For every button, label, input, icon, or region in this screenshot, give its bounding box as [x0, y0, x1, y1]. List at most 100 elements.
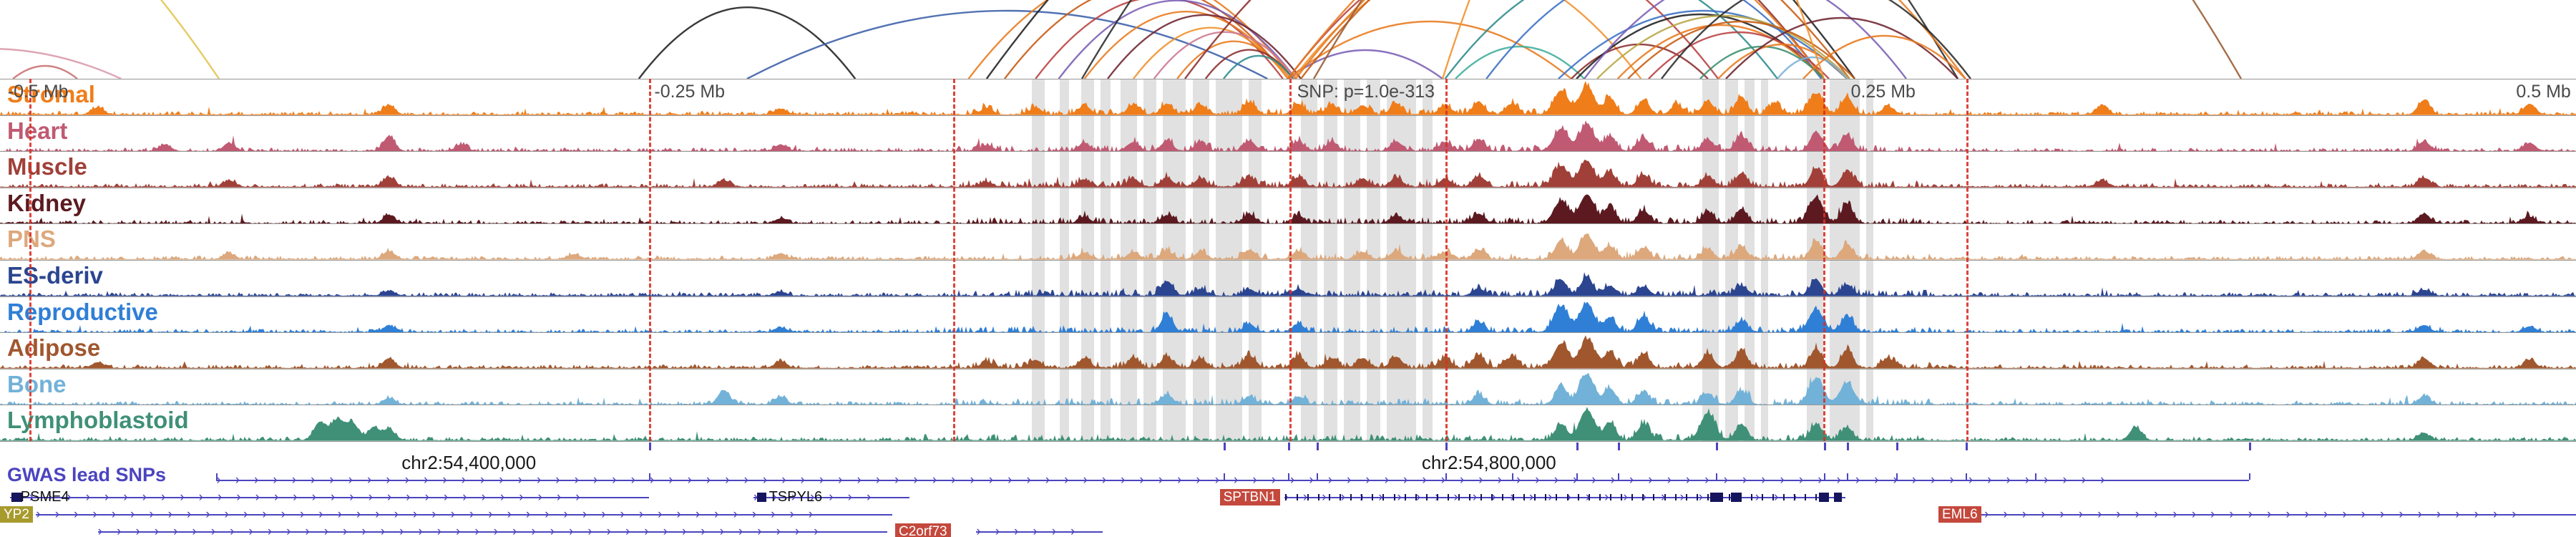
gwas-snp-tick[interactable]: [649, 473, 651, 480]
gwas-snp-tick[interactable]: [1316, 473, 1318, 480]
interaction-arc[interactable]: [1455, 45, 1585, 79]
lead-snp-tick: [1316, 442, 1319, 450]
signal-plot: [0, 301, 2576, 333]
exon-tick: [1340, 494, 1341, 500]
interaction-arc[interactable]: [1616, 24, 1825, 79]
track-label-reproductive[interactable]: Reproductive: [7, 298, 158, 325]
interaction-arc[interactable]: [12, 64, 78, 79]
signal-plot: [0, 372, 2576, 405]
highlight-bands-layer: [0, 79, 2576, 441]
interaction-arc[interactable]: [0, 48, 122, 79]
exon-tick: [1404, 494, 1406, 500]
exon-tick: [1307, 494, 1309, 500]
track-row-lymphoblastoid[interactable]: Lymphoblastoid: [0, 405, 2576, 441]
gene-label-psme4[interactable]: PSME4: [20, 489, 69, 505]
exon-tick: [1382, 494, 1385, 500]
track-label-adipose[interactable]: Adipose: [7, 334, 101, 362]
gwas-snp-tick[interactable]: [1617, 473, 1619, 480]
track-row-stromal[interactable]: Stromal: [0, 79, 2576, 115]
track-row-es-deriv[interactable]: ES-deriv: [0, 260, 2576, 296]
interaction-arc[interactable]: [1584, 0, 1907, 79]
interaction-arc[interactable]: [1725, 16, 1958, 79]
exon-tick: [1631, 494, 1634, 500]
interaction-arc[interactable]: [1083, 11, 1289, 79]
track-row-pns[interactable]: PNS: [0, 223, 2576, 260]
track-label-kidney[interactable]: Kidney: [7, 189, 87, 216]
gene-line: [1284, 497, 1846, 498]
interaction-arc[interactable]: [1287, 49, 1443, 79]
exon-tick: [1794, 494, 1796, 500]
gwas-snp-tick[interactable]: [1965, 473, 1967, 480]
track-row-kidney[interactable]: Kidney: [0, 187, 2576, 224]
track-row-bone[interactable]: Bone: [0, 368, 2576, 405]
gwas-snp-tick[interactable]: [1224, 473, 1225, 480]
interaction-arc[interactable]: [1287, 20, 1572, 79]
signal-plot: [0, 194, 2576, 224]
signal-plot: [0, 233, 2576, 260]
track-row-heart[interactable]: Heart: [0, 115, 2576, 152]
interaction-arc[interactable]: [1287, 0, 1719, 79]
interaction-arc[interactable]: [1558, 9, 1848, 79]
exon-tick: [1696, 494, 1698, 500]
interaction-arc[interactable]: [1004, 0, 1289, 79]
interaction-arc[interactable]: [1035, 0, 1284, 79]
interaction-arc[interactable]: [1777, 56, 1848, 79]
signal-plot: [0, 407, 2576, 441]
gwas-snp-tick[interactable]: [1288, 473, 1289, 480]
exon-tick: [1317, 494, 1319, 500]
gwas-snp-tick[interactable]: [2248, 473, 2250, 480]
interaction-arc[interactable]: [1107, 14, 1302, 79]
gwas-snp-tick[interactable]: [1715, 473, 1717, 480]
gwas-snp-tick[interactable]: [216, 473, 218, 480]
interaction-arc[interactable]: [1627, 20, 1855, 79]
track-row-reproductive[interactable]: Reproductive: [0, 296, 2576, 333]
gene-label-sptbn1[interactable]: SPTBN1: [1219, 489, 1280, 505]
interaction-arc[interactable]: [1571, 43, 1709, 79]
gwas-snp-tick[interactable]: [1847, 473, 1849, 480]
track-label-es-deriv[interactable]: ES-deriv: [7, 262, 103, 289]
interaction-arc[interactable]: [1153, 31, 1297, 79]
gene-label-eml6[interactable]: EML6: [1938, 506, 1981, 523]
gene-label-tspyl6[interactable]: TSPYL6: [769, 489, 823, 505]
track-row-muscle[interactable]: Muscle: [0, 151, 2576, 188]
interaction-arc[interactable]: [1058, 0, 1297, 79]
exon-tick: [1707, 494, 1709, 500]
lead-snp-tick: [2248, 442, 2251, 450]
interaction-arc[interactable]: [746, 9, 1268, 79]
interaction-arc[interactable]: [1661, 0, 1971, 79]
gwas-snp-tick[interactable]: [2035, 473, 2036, 480]
track-label-muscle[interactable]: Muscle: [7, 153, 87, 180]
exon-tick: [1393, 494, 1395, 500]
gene-label-c2orf73[interactable]: C2orf73: [895, 523, 951, 537]
gene-label-yp2[interactable]: YP2: [0, 506, 33, 523]
gwas-snp-tick[interactable]: [1896, 473, 1898, 480]
track-label-bone[interactable]: Bone: [7, 370, 67, 397]
exon-tick: [1534, 494, 1536, 500]
gwas-snp-tick[interactable]: [1576, 473, 1579, 480]
interaction-arc[interactable]: [1802, 34, 1966, 79]
interaction-arc[interactable]: [1596, 14, 1850, 79]
track-label-lymphoblastoid[interactable]: Lymphoblastoid: [7, 407, 189, 434]
gene-line: [10, 497, 650, 498]
gwas-snp-tick[interactable]: [1445, 473, 1447, 480]
track-row-adipose[interactable]: Adipose: [0, 332, 2576, 369]
exon-block: [1818, 493, 1829, 502]
interaction-arc[interactable]: [1485, 0, 1823, 79]
signal-plot: [0, 160, 2576, 188]
interaction-arc[interactable]: [1699, 45, 1825, 79]
gwas-track-label[interactable]: GWAS lead SNPs: [7, 464, 167, 485]
interaction-arc[interactable]: [638, 6, 857, 79]
exon-block: [1710, 493, 1724, 502]
exon-tick: [1815, 494, 1818, 500]
lead-snp-tick: [1617, 442, 1620, 450]
interaction-arc[interactable]: [1223, 54, 1294, 79]
gwas-snp-tick[interactable]: [1823, 473, 1825, 480]
exon-tick: [1437, 494, 1439, 500]
track-label-pns[interactable]: PNS: [7, 226, 56, 253]
track-label-heart[interactable]: Heart: [7, 117, 68, 144]
track-label-stromal[interactable]: Stromal: [7, 81, 95, 107]
interaction-arcs[interactable]: [0, 0, 2576, 79]
gwas-snp-tick[interactable]: [1512, 473, 1514, 480]
exon-tick: [1761, 494, 1763, 500]
exon-tick: [1642, 494, 1644, 500]
